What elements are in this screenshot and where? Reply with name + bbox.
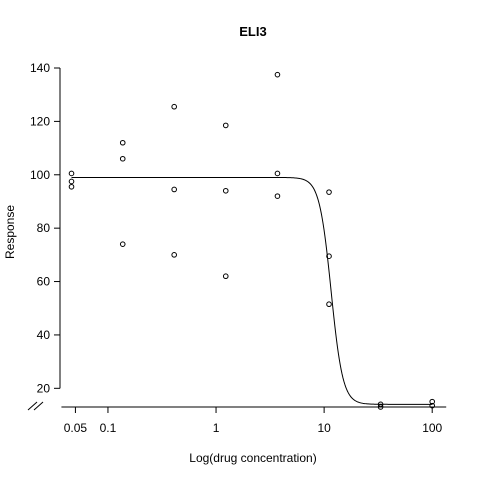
x-axis-label: Log(drug concentration) <box>189 451 316 465</box>
data-point <box>119 241 126 247</box>
axis-break-slash <box>33 401 44 411</box>
data-point <box>429 398 436 405</box>
y-tick-label: 120 <box>30 114 50 128</box>
data-point <box>171 186 177 193</box>
data-point <box>326 189 332 195</box>
y-tick-label: 80 <box>37 221 51 235</box>
data-point <box>274 71 281 78</box>
y-tick-label: 20 <box>37 381 51 395</box>
data-point <box>429 402 436 409</box>
axis-break-slash <box>27 401 38 411</box>
data-point <box>171 103 177 110</box>
x-tick-label: 10 <box>317 421 331 435</box>
data-point <box>377 401 384 408</box>
data-point <box>377 404 384 410</box>
data-point <box>68 183 75 190</box>
data-point <box>119 139 126 146</box>
data-point <box>171 252 177 258</box>
data-point <box>119 155 126 162</box>
data-point <box>68 170 75 177</box>
axis-break-mark <box>27 401 44 411</box>
y-tick-label: 140 <box>30 61 50 75</box>
y-tick-label: 40 <box>37 328 51 342</box>
y-axis-label: Response <box>3 205 17 259</box>
x-tick-label: 0.05 <box>64 421 88 435</box>
data-point <box>222 273 229 280</box>
y-axis: 20 40 60 80 100 120 140 <box>30 61 61 395</box>
data-point <box>222 122 229 129</box>
data-point <box>326 253 332 259</box>
x-tick-label: 1 <box>213 421 220 435</box>
data-point <box>274 170 281 177</box>
data-points <box>68 71 436 410</box>
y-tick-label: 60 <box>37 275 51 289</box>
data-point <box>326 301 332 308</box>
fitted-curve <box>71 176 433 405</box>
x-tick-label: 100 <box>422 421 442 435</box>
chart-title: ELI3 <box>239 24 266 39</box>
data-point <box>68 178 75 185</box>
y-tick-label: 100 <box>30 168 50 182</box>
x-tick-label: 0.1 <box>100 421 117 435</box>
x-axis: 0.05 0.1 1 10 100 <box>61 406 447 435</box>
data-point <box>274 193 281 199</box>
data-point <box>222 187 229 194</box>
